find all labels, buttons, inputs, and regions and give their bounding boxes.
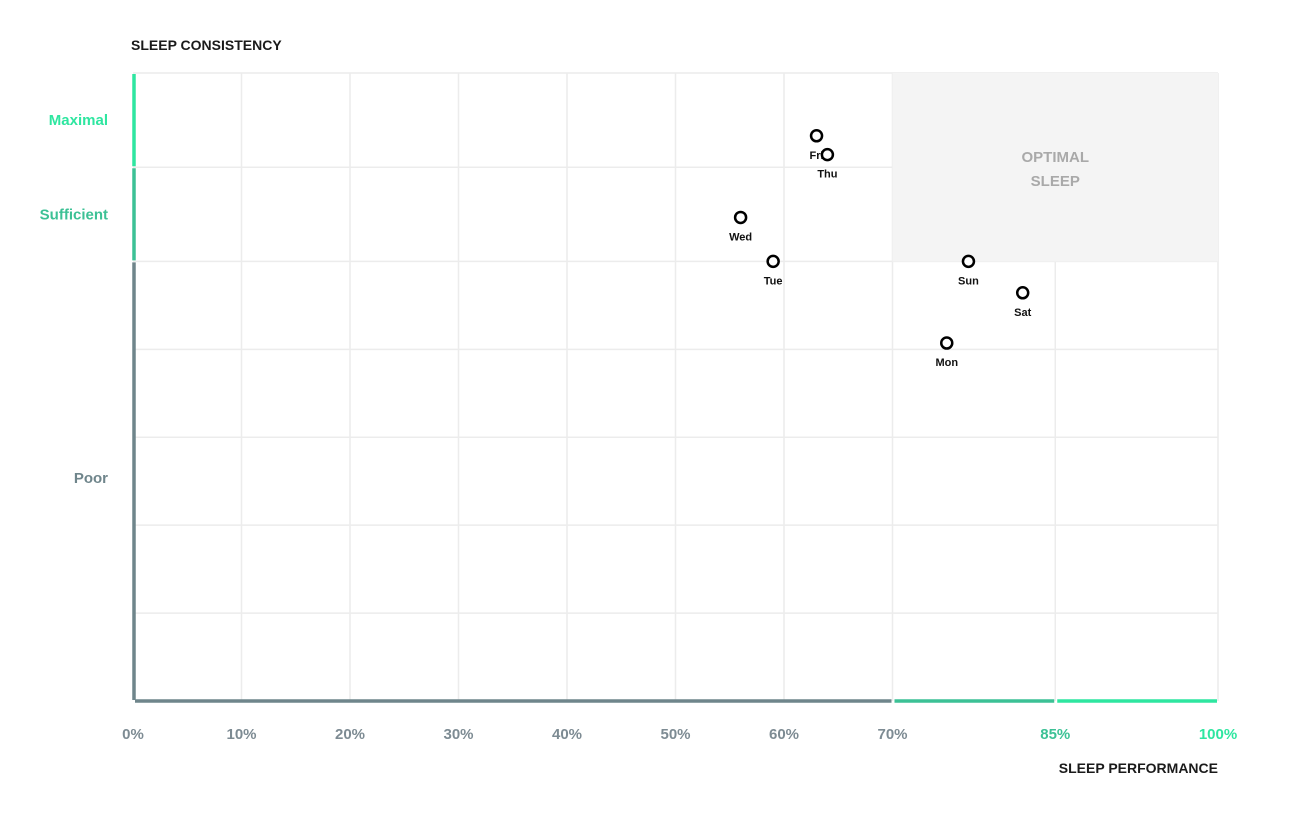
point-fri: Fri — [809, 129, 824, 162]
x-axis-title: SLEEP PERFORMANCE — [1059, 760, 1218, 776]
x-tick-label: 30% — [443, 726, 473, 743]
point-marker — [1015, 286, 1030, 300]
point-marker — [940, 336, 954, 350]
point-marker — [733, 210, 748, 225]
point-wed: Wed — [729, 210, 752, 243]
optimal-sleep-region: OPTIMAL SLEEP — [892, 73, 1218, 262]
x-tick-label: 100% — [1199, 726, 1237, 743]
point-label: Fri — [810, 150, 824, 162]
x-tick-label: 70% — [877, 726, 907, 743]
optimal-region-label: SLEEP — [1031, 173, 1080, 190]
point-marker — [961, 254, 976, 269]
point-label: Wed — [729, 231, 752, 243]
point-marker — [820, 147, 835, 162]
y-axis-title: SLEEP CONSISTENCY — [131, 37, 282, 53]
y-category-label: Sufficient — [40, 206, 108, 223]
point-marker — [809, 129, 824, 143]
point-label: Mon — [935, 357, 958, 369]
optimal-region-label: OPTIMAL — [1022, 149, 1090, 166]
point-label: Tue — [764, 275, 783, 287]
y-category-label: Maximal — [49, 112, 108, 129]
x-tick-label: 60% — [769, 726, 799, 743]
point-label: Sun — [958, 275, 979, 287]
points: Fri Wed Tue Sun Sat Mon Thu — [729, 129, 1032, 369]
optimal-region-rect — [892, 73, 1218, 262]
point-sat: Sat — [1014, 286, 1032, 319]
x-tick-label: 50% — [660, 726, 690, 743]
point-thu: Thu — [817, 147, 837, 181]
point-mon: Mon — [935, 336, 958, 369]
point-marker — [766, 254, 780, 269]
axes: Maximal Sufficient Poor 0% 10% 20% 30% 40% 50% 60… — [40, 74, 1237, 743]
point-sun: Sun — [958, 254, 979, 287]
x-tick-label: 20% — [335, 726, 365, 743]
x-tick-label: 40% — [552, 726, 582, 743]
point-label: Thu — [817, 169, 837, 181]
x-tick-label: 0% — [122, 726, 144, 743]
point-label: Sat — [1014, 307, 1031, 319]
y-category-label: Poor — [74, 470, 108, 487]
point-tue: Tue — [764, 254, 783, 287]
x-tick-label: 85% — [1040, 726, 1070, 743]
x-tick-label: 10% — [226, 726, 256, 743]
